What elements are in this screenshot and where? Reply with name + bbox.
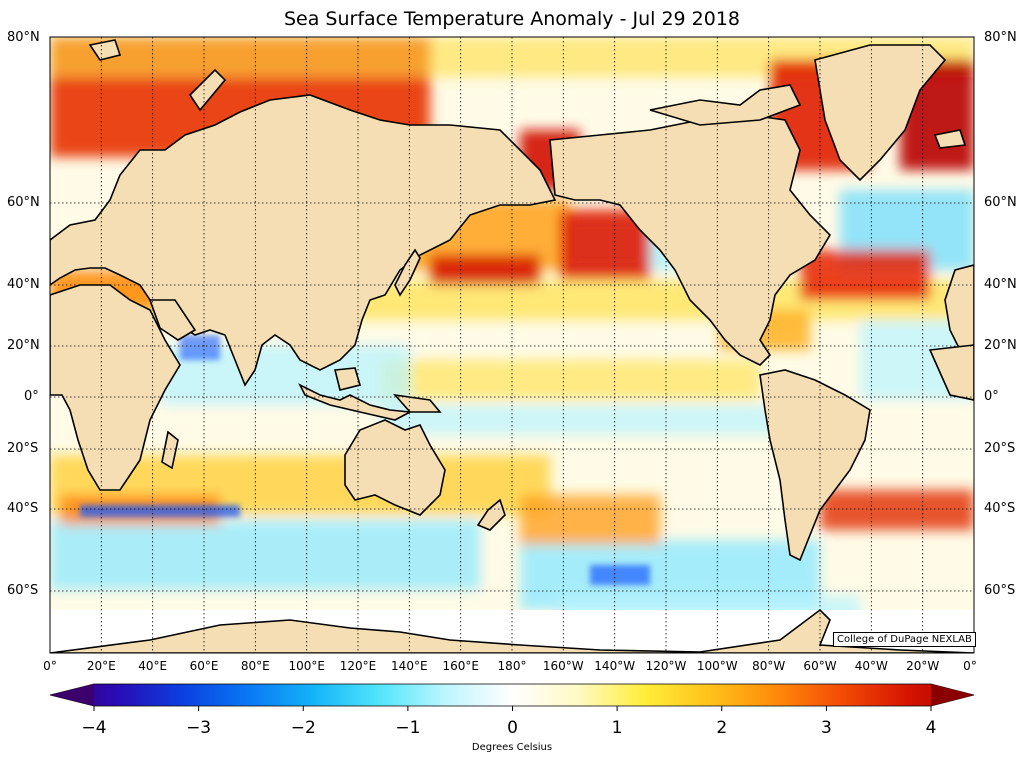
colorbar-tick-label: −3 <box>186 718 212 738</box>
landmass-north-america <box>549 114 832 366</box>
lat-label-right-0: 0° <box>984 389 999 404</box>
lat-label-left-20n: 20°N <box>7 338 40 353</box>
colorbar-tick-label: 0 <box>507 718 518 738</box>
lon-label-80w: 80°W <box>752 659 786 673</box>
lon-label-20w: 20°W <box>906 659 940 673</box>
landmass-west-africa-edge <box>928 344 974 401</box>
lon-label-100e: 100°E <box>288 659 325 673</box>
lat-label-left-60s: 60°S <box>7 583 39 598</box>
landmass-africa <box>50 284 181 491</box>
lon-label-0-east: 0° <box>963 659 977 673</box>
map-title: Sea Surface Temperature Anomaly - Jul 29… <box>283 8 741 30</box>
lon-label-60w: 60°W <box>803 659 837 673</box>
lat-label-left-40n: 40°N <box>7 277 40 292</box>
lat-label-right-20s: 20°S <box>984 441 1016 456</box>
lon-label-0: 0° <box>43 659 57 673</box>
lon-label-160w: 160°W <box>542 659 584 673</box>
lat-label-right-40n: 40°N <box>984 277 1017 292</box>
landmass-new-guinea <box>392 393 442 413</box>
lon-label-120e: 120°E <box>339 659 377 673</box>
lon-label-20e: 20°E <box>86 659 116 673</box>
map-frame <box>49 36 975 654</box>
landmass-australia <box>344 419 446 516</box>
lat-label-right-60n: 60°N <box>984 195 1017 210</box>
colorbar-tick-label: 1 <box>611 718 623 738</box>
colorbar-tick-label: 3 <box>820 718 832 738</box>
graticule <box>50 37 974 653</box>
lon-label-40e: 40°E <box>138 659 168 673</box>
lat-label-left-60n: 60°N <box>7 195 40 210</box>
colorbar-label: Degrees Celsius <box>471 742 553 753</box>
lon-label-160e: 160°E <box>442 659 479 673</box>
map-plot-area <box>50 37 974 653</box>
lon-label-120w: 120°W <box>645 659 687 673</box>
landmass-japan <box>394 248 421 297</box>
landmass-novaya-zemlya <box>188 68 227 112</box>
landmass-canadian-arctic <box>649 84 802 126</box>
land-masses <box>50 39 974 653</box>
landmass-indonesia <box>298 383 413 421</box>
lon-label-100w: 100°W <box>696 659 738 673</box>
lat-label-right-20n: 20°N <box>984 338 1017 353</box>
lat-label-right-80n: 80°N <box>984 30 1017 45</box>
lon-label-60e: 60°E <box>189 659 219 673</box>
landmass-svalbard <box>88 39 122 61</box>
landmass-new-zealand <box>476 498 506 531</box>
lon-label-40w: 40°W <box>854 659 888 673</box>
lat-label-left-80n: 80°N <box>7 30 40 45</box>
lon-label-80e: 80°E <box>240 659 270 673</box>
colorbar <box>49 683 975 711</box>
landmass-iceland <box>933 129 967 149</box>
lat-label-left-20s: 20°S <box>7 441 39 456</box>
colorbar-tick-label: 4 <box>925 718 937 738</box>
lat-label-right-60s: 60°S <box>984 583 1016 598</box>
credit-label: College of DuPage NEXLAB <box>833 632 976 647</box>
colorbar-tick-label: −2 <box>290 718 316 738</box>
landmass-madagascar <box>161 430 179 470</box>
lon-label-140w: 140°W <box>594 659 636 673</box>
lon-label-180: 180° <box>497 659 527 673</box>
landmass-greenland <box>814 44 947 182</box>
colorbar-bar <box>49 683 975 707</box>
lat-label-right-40s: 40°S <box>984 501 1016 516</box>
colorbar-tick-label: 2 <box>716 718 728 738</box>
landmass-arabia <box>148 299 197 341</box>
colorbar-max-arrow <box>931 684 974 706</box>
colorbar-tick-label: −4 <box>81 718 107 738</box>
lat-label-left-0: 0° <box>24 389 39 404</box>
lon-label-140e: 140°E <box>391 659 428 673</box>
landmass-borneo <box>333 367 362 391</box>
colorbar-min-arrow <box>50 684 94 706</box>
lat-label-left-40s: 40°S <box>7 501 39 516</box>
colorbar-tick-label: −1 <box>395 718 421 738</box>
